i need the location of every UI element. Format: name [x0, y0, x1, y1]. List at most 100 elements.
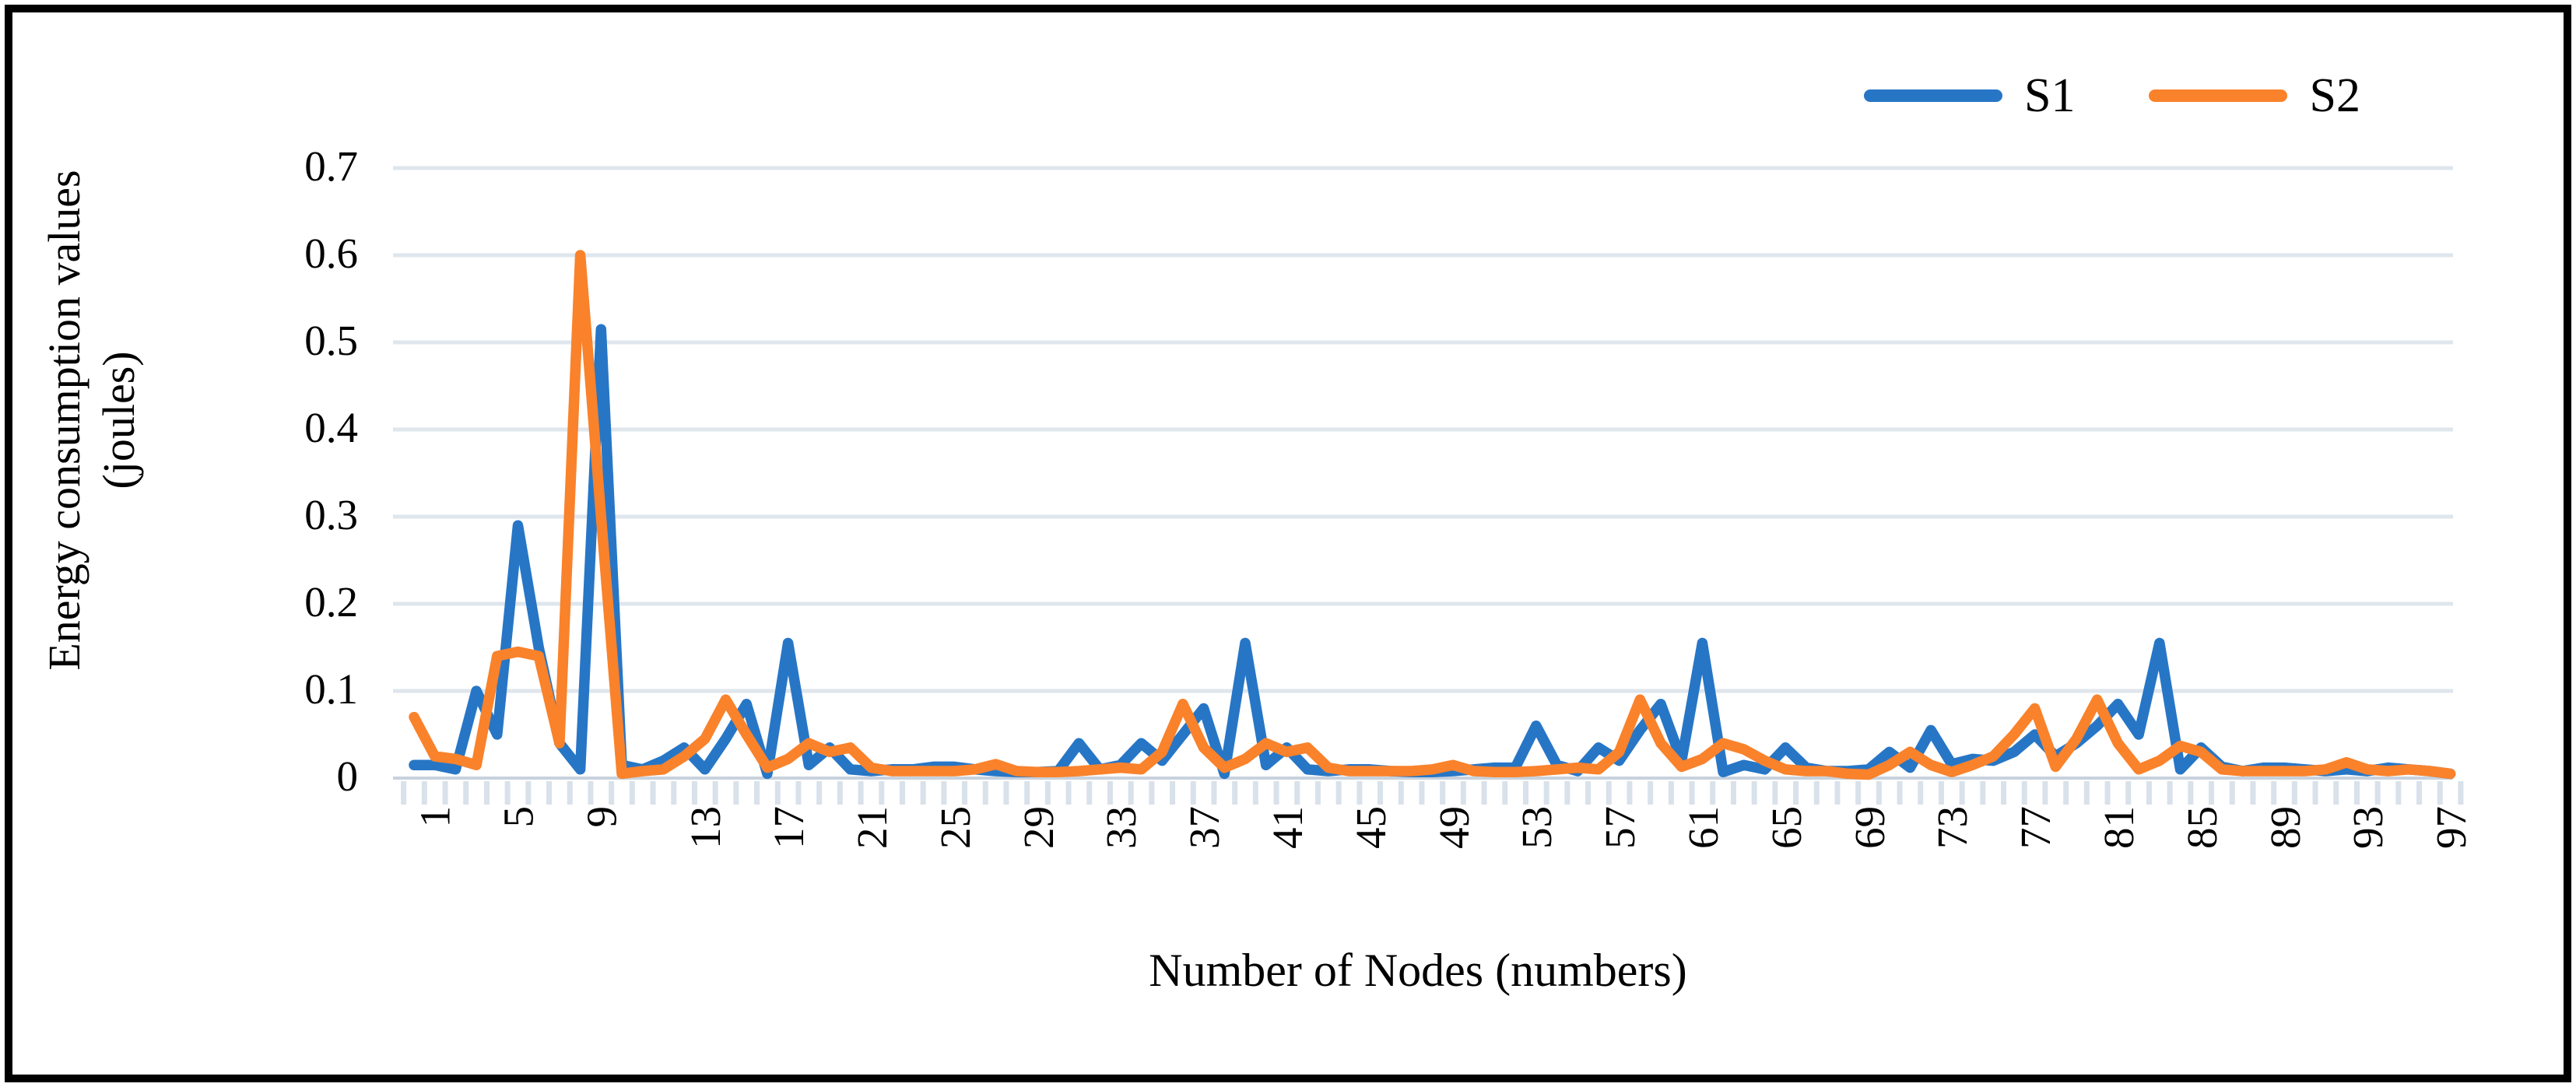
- x-axis-tick: [795, 781, 802, 805]
- x-axis-tick: [1294, 781, 1300, 805]
- x-axis-tick: [2271, 781, 2277, 805]
- x-axis-tick: [816, 781, 823, 805]
- y-tick-label: 0.2: [304, 578, 358, 626]
- s1-line-swatch: [1864, 89, 2002, 102]
- x-axis-tick: [2042, 781, 2048, 805]
- x-axis-tick: [962, 781, 968, 805]
- x-axis-tick: [2374, 781, 2381, 805]
- x-axis-tick: [1627, 781, 1633, 805]
- x-axis-tick: [2229, 781, 2235, 805]
- x-tick-label: 89: [2261, 806, 2309, 849]
- x-axis-tick: [2063, 781, 2069, 805]
- x-axis-tick: [1252, 781, 1258, 805]
- x-axis-tick: [1730, 781, 1736, 805]
- y-tick-label: 0.5: [304, 317, 358, 364]
- x-axis-tick: [2312, 781, 2318, 805]
- legend: S1 S2: [1864, 72, 2360, 120]
- x-axis-tick: [1876, 781, 1882, 805]
- x-tick-label: 57: [1596, 806, 1644, 849]
- x-axis-tick: [1211, 781, 1217, 805]
- x-axis-tick: [1232, 781, 1238, 805]
- x-tick-label: 21: [848, 806, 896, 849]
- x-tick-label: 77: [2012, 806, 2060, 849]
- x-axis-tick: [1065, 781, 1072, 805]
- x-axis-tick: [733, 781, 739, 805]
- x-axis-tick: [463, 781, 469, 805]
- x-axis-tick: [2125, 781, 2132, 805]
- x-axis-tick: [650, 781, 656, 805]
- x-tick-label: 25: [931, 806, 979, 849]
- x-axis-tick: [1564, 781, 1571, 805]
- x-axis-tick: [2291, 781, 2297, 805]
- x-tick-label: 93: [2344, 806, 2392, 849]
- x-tick-label: 9: [577, 806, 626, 828]
- x-axis-tick: [2146, 781, 2152, 805]
- x-tick-label: 37: [1181, 806, 1229, 849]
- legend-item-s2: S2: [2149, 72, 2360, 120]
- x-axis-tick: [2353, 781, 2360, 805]
- x-axis-tick: [609, 781, 615, 805]
- x-tick-label: 45: [1346, 806, 1395, 849]
- x-axis-tick: [754, 781, 760, 805]
- x-axis-tick: [774, 781, 781, 805]
- x-axis-tick: [1543, 781, 1549, 805]
- x-axis-tick: [858, 781, 864, 805]
- x-tick-label: 5: [494, 806, 542, 828]
- s2-line-swatch: [2149, 89, 2288, 102]
- x-axis-tick: [1522, 781, 1528, 805]
- x-tick-label: 33: [1097, 806, 1146, 849]
- y-tick-label: 0.4: [304, 404, 358, 451]
- x-tick-label: 61: [1679, 806, 1727, 849]
- x-axis-tick: [2458, 781, 2464, 805]
- x-axis-tick: [1855, 781, 1862, 805]
- x-tick-label: 97: [2427, 806, 2476, 849]
- x-axis-tick: [1273, 781, 1279, 805]
- legend-label-s1: S1: [2024, 69, 2076, 122]
- x-axis-tick: [899, 781, 905, 805]
- x-axis-tick: [567, 781, 573, 805]
- x-axis-tick: [1044, 781, 1051, 805]
- x-axis-tick: [1314, 781, 1321, 805]
- x-tick-label: 85: [2178, 806, 2226, 849]
- x-tick-label: 65: [1762, 806, 1810, 849]
- x-axis-tick: [1502, 781, 1508, 805]
- x-axis-tick: [1149, 781, 1155, 805]
- x-axis-tick: [2395, 781, 2402, 805]
- x-axis-title: Number of Nodes (numbers): [1149, 945, 1687, 996]
- x-tick-label: 53: [1513, 806, 1561, 849]
- x-axis-tick: [1086, 781, 1093, 805]
- x-axis-tick: [1398, 781, 1404, 805]
- x-axis-tick: [1419, 781, 1425, 805]
- x-tick-label: 49: [1430, 806, 1478, 849]
- x-axis-tick: [2416, 781, 2423, 805]
- x-axis-tick: [1834, 781, 1841, 805]
- x-axis-tick: [421, 781, 427, 805]
- x-axis-tick: [1481, 781, 1487, 805]
- x-axis-tick: [2209, 781, 2215, 805]
- y-axis-title-line2: (joules): [93, 351, 144, 489]
- series-line-s2: [409, 250, 2456, 780]
- x-axis-tick: [1668, 781, 1674, 805]
- x-axis-tick: [1356, 781, 1363, 805]
- x-axis-tick: [1918, 781, 1924, 805]
- x-axis-tick: [2188, 781, 2194, 805]
- x-axis-tick: [691, 781, 697, 805]
- x-tick-label: 13: [682, 806, 730, 849]
- x-axis-tick: [442, 781, 448, 805]
- x-axis-tick: [629, 781, 635, 805]
- x-axis-tick: [1460, 781, 1466, 805]
- y-tick-label: 0.7: [304, 142, 358, 190]
- x-axis-tick: [1648, 781, 1654, 805]
- x-axis-tick: [1440, 781, 1446, 805]
- x-tick-label: 69: [1845, 806, 1893, 849]
- x-axis-tick: [1003, 781, 1009, 805]
- legend-item-s1: S1: [1864, 72, 2075, 120]
- x-tick-label: 1: [411, 806, 459, 828]
- x-axis-tick: [837, 781, 843, 805]
- x-axis-tick: [2001, 781, 2007, 805]
- x-axis-tick: [504, 781, 511, 805]
- x-axis-tick: [941, 781, 947, 805]
- x-axis-tick: [1190, 781, 1196, 805]
